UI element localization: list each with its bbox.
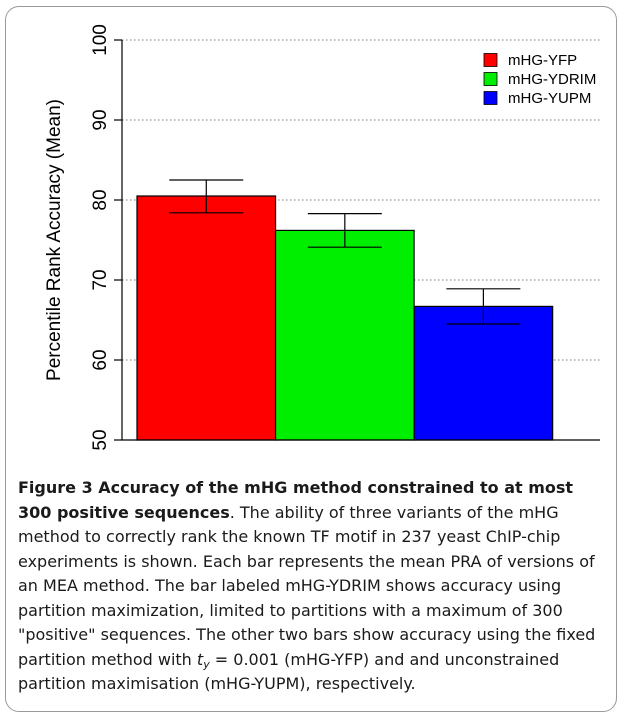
y-tick-label: 50 (90, 429, 111, 450)
bar-chart: 50 60 70 80 90 100 Percentile Rank Accuracy (M… (44, 24, 600, 451)
bar-mHG-YUPM (413, 305, 554, 441)
caption-title: Figure 3 Accuracy of the mHG method cons… (18, 478, 574, 522)
legend-swatch-mHG-YDRIM (483, 72, 498, 86)
legend-swatch-mHG-YFP (483, 53, 498, 67)
caption-variable: t (196, 649, 204, 669)
y-tick-label: 70 (90, 269, 111, 290)
legend-label-mHG-YFP: mHG-YFP (508, 52, 577, 69)
legend-label-mHG-YDRIM: mHG-YDRIM (508, 71, 596, 88)
y-axis-label: Percentile Rank Accuracy (Mean) (44, 99, 65, 381)
bar-mHG-YFP (136, 195, 277, 441)
legend-swatch-mHG-YUPM (483, 91, 498, 105)
bar-mHG-YDRIM (274, 229, 415, 441)
caption-text-1: . The ability of three variants of the m… (18, 502, 596, 669)
figure-caption: Figure 3 Accuracy of the mHG method cons… (18, 476, 610, 697)
legend-label-mHG-YUPM: mHG-YUPM (508, 90, 591, 107)
y-tick-label: 90 (90, 109, 111, 130)
caption-text-2: = 0.001 (mHG-YFP) and and unconstrained … (18, 649, 560, 694)
y-tick-label: 60 (90, 349, 111, 370)
y-tick-label: 80 (90, 189, 111, 210)
y-tick-label: 100 (90, 24, 111, 56)
caption-subscript: y (203, 657, 210, 671)
